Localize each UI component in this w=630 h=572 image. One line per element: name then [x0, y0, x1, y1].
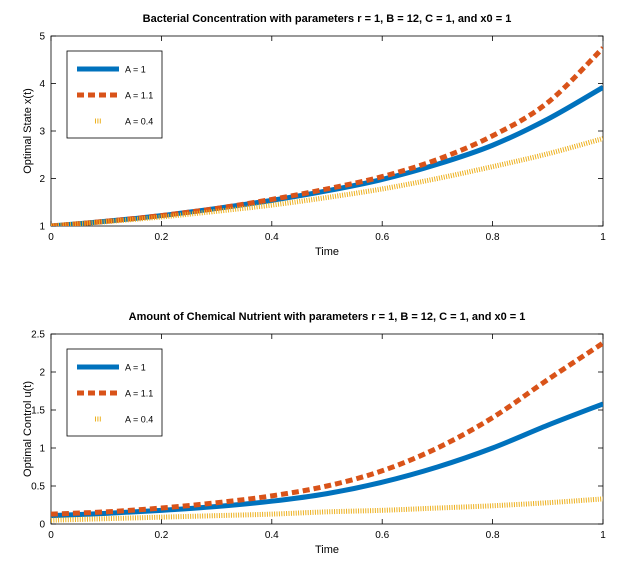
y-tick-label: 1	[39, 444, 45, 455]
x-tick-label: 0.8	[486, 232, 500, 243]
legend-label-1: A = 1	[125, 65, 146, 75]
y-tick-label: 2	[39, 174, 45, 185]
series-line-2	[51, 341, 603, 517]
legend-label-1: A = 1	[125, 363, 146, 373]
x-tick-label: 1	[600, 232, 606, 243]
y-tick-label: 2.5	[31, 330, 45, 341]
x-tick-label: 0.6	[375, 530, 389, 541]
y-tick-label: 5	[39, 32, 45, 43]
y-axis-label: Optimal Control u(t)	[22, 381, 34, 477]
chart-title: Amount of Chemical Nutrient with paramet…	[129, 311, 526, 323]
chart-title: Bacterial Concentration with parameters …	[143, 13, 512, 25]
legend: A = 1 A = 1.1 A = 0.4	[66, 50, 163, 139]
y-tick-label: 1	[39, 222, 45, 233]
legend: A = 1 A = 1.1 A = 0.4	[66, 348, 163, 437]
x-tick-label: 0.2	[154, 232, 168, 243]
x-tick-label: 0.2	[154, 530, 168, 541]
series-line-3	[51, 496, 603, 523]
series-line-2	[51, 46, 603, 226]
y-tick-label: 3	[39, 127, 45, 138]
y-tick-label: 0	[39, 520, 45, 531]
x-tick-label: 1	[600, 530, 606, 541]
x-tick-label: 0.8	[486, 530, 500, 541]
y-tick-label: 4	[39, 79, 45, 90]
y-tick-label: 2	[39, 368, 45, 379]
x-tick-label: 0.6	[375, 232, 389, 243]
legend-label-2: A = 1.1	[125, 91, 153, 101]
x-tick-label: 0	[48, 530, 54, 541]
chart-1: Bacterial Concentration with parameters …	[22, 13, 606, 258]
x-tick-label: 0.4	[265, 232, 279, 243]
chart-2: Amount of Chemical Nutrient with paramet…	[22, 311, 606, 556]
x-axis-label: Time	[315, 544, 339, 556]
y-tick-label: 1.5	[31, 406, 45, 417]
y-tick-label: 0.5	[31, 482, 45, 493]
legend-label-3: A = 0.4	[125, 117, 153, 127]
y-axis-label: Optimal State x(t)	[22, 88, 34, 174]
x-tick-label: 0	[48, 232, 54, 243]
x-axis-label: Time	[315, 246, 339, 258]
x-tick-label: 0.4	[265, 530, 279, 541]
legend-label-3: A = 0.4	[125, 415, 153, 425]
legend-label-2: A = 1.1	[125, 389, 153, 399]
